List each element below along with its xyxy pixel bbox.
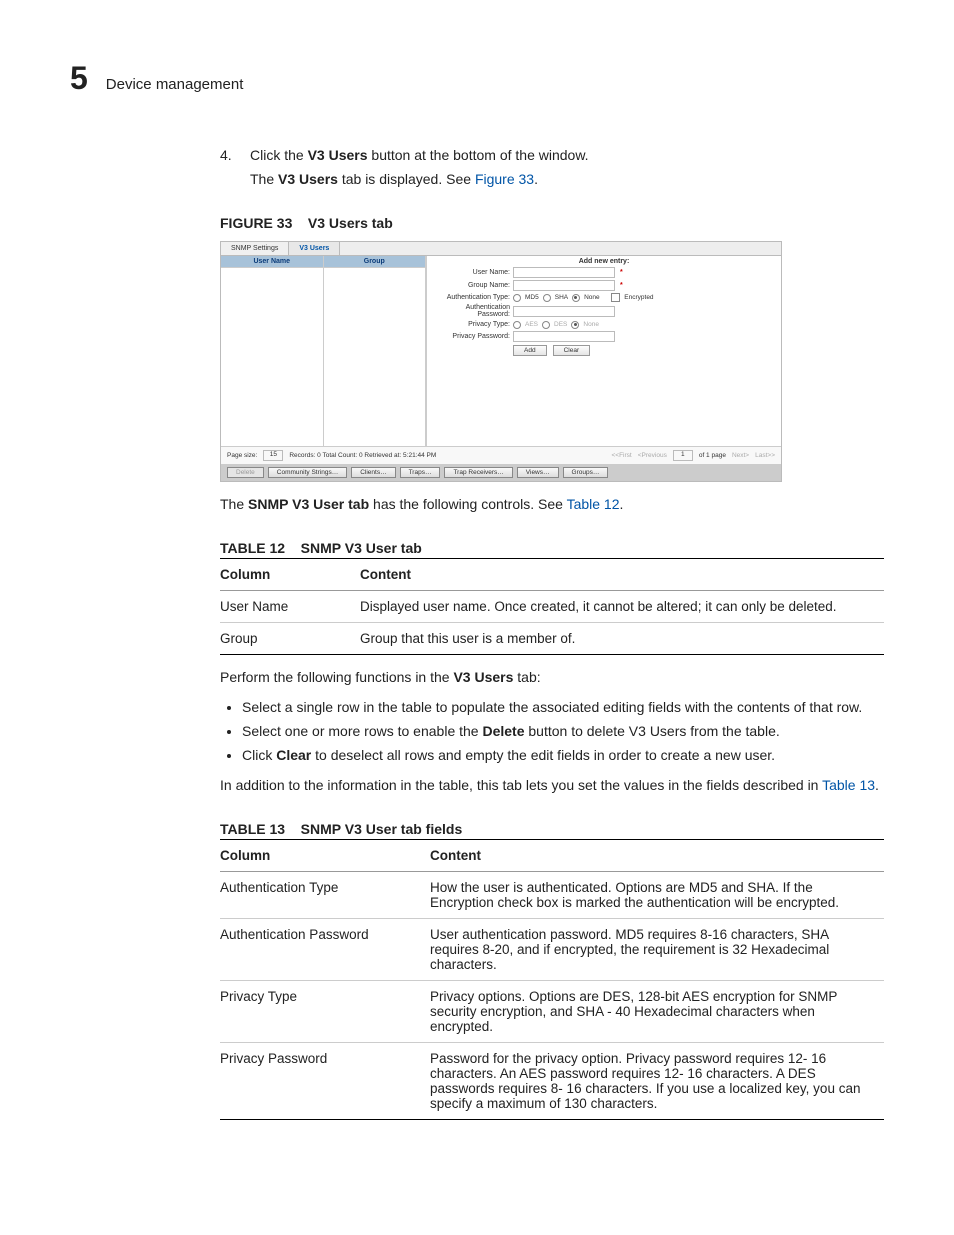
- bullet-list: Select a single row in the table to popu…: [220, 699, 884, 763]
- required-icon: *: [620, 269, 623, 276]
- ss-radio-none-priv[interactable]: [571, 321, 579, 329]
- table-12: Column Content User Name Displayed user …: [220, 558, 884, 655]
- ss-col-username: User Name: [221, 256, 324, 446]
- ss-pager: Page size: 15 Records: 0 Total Count: 0 …: [221, 446, 781, 464]
- ss-btn-trap-receivers[interactable]: Trap Receivers…: [444, 467, 512, 478]
- ss-lbl-username: User Name:: [435, 269, 510, 276]
- chapter-title: Device management: [106, 76, 244, 93]
- step-4: 4. Click the V3 Users button at the bott…: [220, 147, 884, 187]
- table-row: Privacy Type Privacy options. Options ar…: [220, 981, 884, 1043]
- table-row: Authentication Type How the user is auth…: [220, 872, 884, 919]
- ss-lbl-authtype: Authentication Type:: [435, 294, 510, 301]
- ss-radio-none-auth[interactable]: [572, 294, 580, 302]
- ss-pager-last[interactable]: Last>>: [755, 452, 775, 459]
- table-row: Group Group that this user is a member o…: [220, 623, 884, 655]
- ss-lbl-authpwd: Authentication Password:: [435, 304, 510, 319]
- ss-lbl-privtype: Privacy Type:: [435, 321, 510, 328]
- ss-lbl-privpwd: Privacy Password:: [435, 333, 510, 340]
- ss-pager-first[interactable]: <<First: [612, 452, 632, 459]
- ss-btn-add[interactable]: Add: [513, 345, 547, 356]
- ss-radio-des[interactable]: [542, 321, 550, 329]
- link-table-12[interactable]: Table 12: [567, 496, 620, 512]
- ss-input-groupname[interactable]: [513, 280, 615, 291]
- ss-col-group: Group: [324, 256, 427, 446]
- ss-btn-clients[interactable]: Clients…: [351, 467, 395, 478]
- table-13: Column Content Authentication Type How t…: [220, 839, 884, 1120]
- ss-lbl-groupname: Group Name:: [435, 282, 510, 289]
- step-number: 4.: [220, 147, 238, 187]
- table-13-label: TABLE 13 SNMP V3 User tab fields: [220, 821, 884, 837]
- perform-para: Perform the following functions in the V…: [220, 669, 884, 685]
- figure-33-screenshot: SNMP Settings V3 Users User Name Group A…: [220, 241, 782, 482]
- ss-btn-groups[interactable]: Groups…: [563, 467, 609, 478]
- ss-chk-encrypted[interactable]: [611, 293, 620, 302]
- ss-btn-traps[interactable]: Traps…: [400, 467, 441, 478]
- in-addition-para: In addition to the information in the ta…: [220, 777, 884, 793]
- ss-input-authpwd[interactable]: [513, 306, 615, 317]
- ss-radio-md5[interactable]: [513, 294, 521, 302]
- list-item: Click Clear to deselect all rows and emp…: [242, 747, 884, 763]
- ss-radio-aes[interactable]: [513, 321, 521, 329]
- after-figure-para: The SNMP V3 User tab has the following c…: [220, 496, 884, 512]
- ss-btn-views[interactable]: Views…: [517, 467, 559, 478]
- ss-pager-prev[interactable]: <Previous: [638, 452, 667, 459]
- figure-33-label: FIGURE 33 V3 Users tab: [220, 215, 884, 231]
- step-line-2: The V3 Users tab is displayed. See Figur…: [250, 171, 589, 187]
- table-12-label: TABLE 12 SNMP V3 User tab: [220, 540, 884, 556]
- ss-pagesize-select[interactable]: 15: [263, 450, 283, 461]
- table-row: Authentication Password User authenticat…: [220, 919, 884, 981]
- ss-pager-page-input[interactable]: 1: [673, 450, 693, 461]
- list-item: Select one or more rows to enable the De…: [242, 723, 884, 739]
- required-icon: *: [620, 282, 623, 289]
- link-figure-33[interactable]: Figure 33: [475, 171, 534, 187]
- ss-btn-delete[interactable]: Delete: [227, 467, 264, 478]
- ss-tab-snmp-settings[interactable]: SNMP Settings: [221, 242, 289, 255]
- ss-users-table: User Name Group: [221, 256, 427, 446]
- step-line-1: Click the V3 Users button at the bottom …: [250, 147, 589, 163]
- ss-footer-buttons: Delete Community Strings… Clients… Traps…: [221, 464, 781, 481]
- table-row: Privacy Password Password for the privac…: [220, 1043, 884, 1120]
- list-item: Select a single row in the table to popu…: [242, 699, 884, 715]
- chapter-number: 5: [70, 60, 88, 97]
- ss-input-privpwd[interactable]: [513, 331, 615, 342]
- page-header: 5 Device management: [70, 60, 884, 97]
- ss-input-username[interactable]: [513, 267, 615, 278]
- ss-pager-next[interactable]: Next>: [732, 452, 749, 459]
- link-table-13[interactable]: Table 13: [822, 777, 875, 793]
- ss-btn-community[interactable]: Community Strings…: [268, 467, 347, 478]
- table-row: User Name Displayed user name. Once crea…: [220, 591, 884, 623]
- ss-btn-clear[interactable]: Clear: [553, 345, 591, 356]
- ss-form: Add new entry: User Name: * Group Name: …: [427, 256, 781, 446]
- ss-tab-v3-users[interactable]: V3 Users: [289, 242, 340, 255]
- ss-radio-sha[interactable]: [543, 294, 551, 302]
